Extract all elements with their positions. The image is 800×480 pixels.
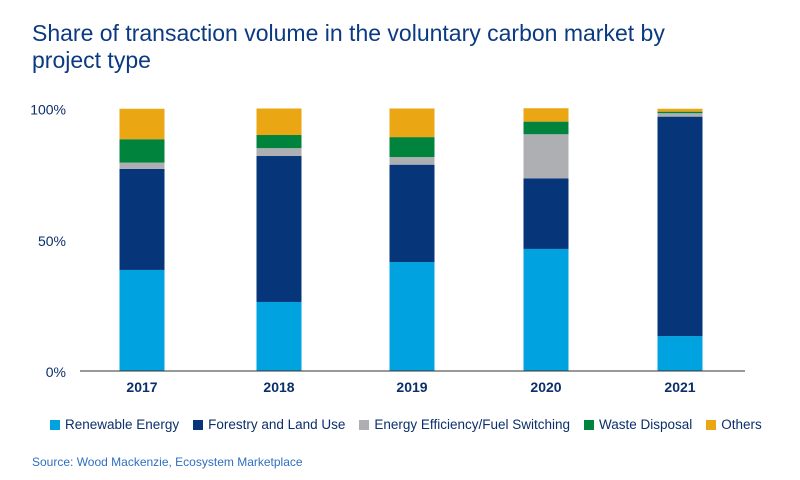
bar-segment (256, 135, 302, 149)
source-note: Source: Wood Mackenzie, Ecosystem Market… (32, 455, 303, 469)
legend-item: Waste Disposal (584, 417, 692, 432)
legend-item: Renewable Energy (50, 417, 179, 432)
bar-segment (389, 164, 435, 263)
bar-segment (256, 301, 302, 371)
y-tick-label: 100% (30, 102, 66, 118)
legend: Renewable Energy Forestry and Land Use Ene… (50, 417, 762, 432)
y-tick-label: 0% (46, 364, 66, 380)
legend-swatch (584, 419, 594, 430)
bar-segment (523, 178, 569, 249)
bar-segment (119, 168, 165, 270)
chart-title: Share of transaction volume in the volun… (32, 20, 665, 73)
legend-label: Energy Efficiency/Fuel Switching (374, 417, 570, 432)
legend-swatch (193, 419, 204, 430)
legend-label: Waste Disposal (599, 417, 693, 432)
bar-segment (657, 116, 703, 337)
bar-segment (389, 108, 435, 138)
legend-item: Forestry and Land Use (193, 417, 345, 432)
bar-segment (389, 157, 435, 165)
bar-segment (119, 108, 165, 140)
bar-segment (256, 108, 302, 136)
bar-segment (657, 108, 703, 112)
bar-segment (119, 162, 165, 169)
legend-item: Others (706, 417, 762, 432)
legend-label: Forestry and Land Use (208, 417, 346, 432)
bar-segment (657, 336, 703, 371)
legend-swatch (50, 419, 60, 430)
x-tick-label: 2020 (530, 379, 561, 395)
bar-segment (389, 137, 435, 158)
x-tick-label: 2017 (126, 379, 157, 395)
legend-swatch (706, 419, 717, 430)
legend-label: Others (721, 417, 762, 432)
bar-segment (657, 113, 703, 117)
bar-segment (119, 269, 165, 371)
bar-segment (256, 156, 302, 302)
bar-segment (657, 111, 703, 114)
y-tick-label: 50% (38, 233, 66, 249)
bar-segment (523, 134, 569, 179)
bar-segment (523, 108, 569, 122)
legend-item: Energy Efficiency/Fuel Switching (359, 417, 570, 432)
x-tick-label: 2018 (263, 379, 294, 395)
legend-label: Renewable Energy (65, 417, 180, 432)
x-tick-label: 2021 (664, 379, 695, 395)
legend-swatch (359, 419, 370, 430)
bar-segment (256, 148, 302, 157)
bar-segment (389, 262, 435, 371)
bar-segment (523, 121, 569, 135)
x-tick-label: 2019 (396, 379, 427, 395)
bar-segment (119, 139, 165, 163)
bar-segment (523, 248, 569, 371)
